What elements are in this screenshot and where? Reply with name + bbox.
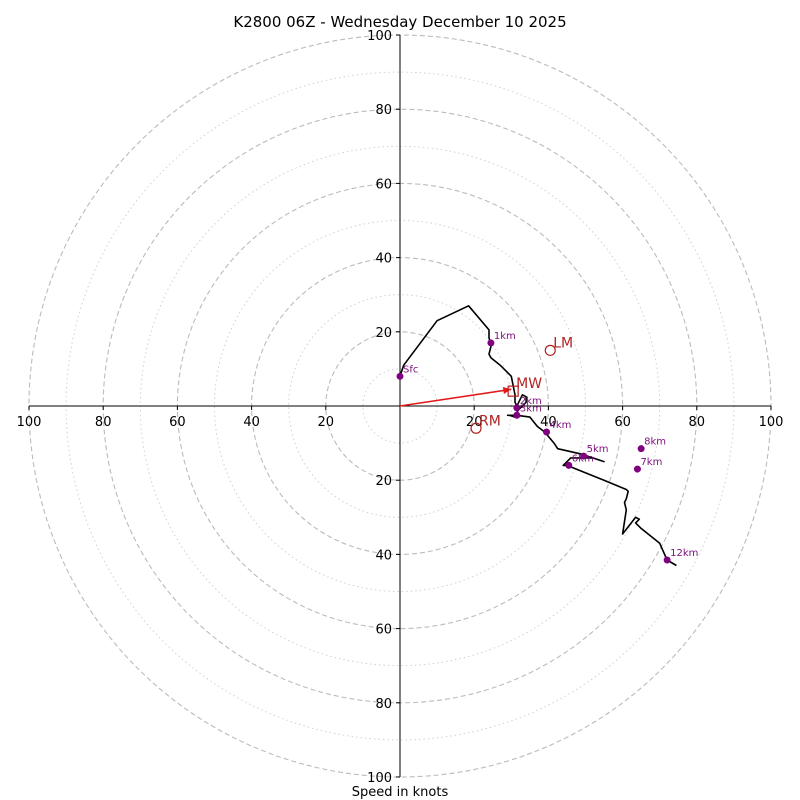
- x-tick-label: 40: [243, 415, 260, 430]
- x-tick-label: 100: [17, 415, 42, 430]
- hodograph-line: [399, 305, 677, 567]
- chart-title: K2800 06Z - Wednesday December 10 2025: [233, 13, 566, 31]
- motion-marker-square: [507, 385, 519, 397]
- y-tick-label: 80: [375, 103, 392, 118]
- y-tick-label: 100: [367, 29, 392, 44]
- x-tick-label: 80: [689, 415, 706, 430]
- height-label: 12km: [670, 548, 698, 559]
- y-tick-label: 60: [375, 623, 392, 638]
- motion-label: LM: [553, 335, 573, 351]
- y-tick-label: 40: [375, 548, 392, 563]
- height-marker: [513, 404, 521, 412]
- y-tick-label: 80: [375, 697, 392, 712]
- x-tick-label: 100: [759, 415, 784, 430]
- height-label: 3km: [520, 403, 542, 414]
- height-label: 7km: [640, 457, 662, 468]
- y-tick-label: 40: [375, 252, 392, 267]
- x-tick-label: 80: [95, 415, 112, 430]
- motion-marker-circle: [544, 344, 556, 356]
- height-label: 4km: [550, 420, 572, 431]
- x-tick-label: 60: [169, 415, 186, 430]
- hodograph-trace: [399, 305, 677, 567]
- mean-wind-vector: [399, 387, 512, 407]
- vector-shaft: [399, 388, 512, 407]
- y-tick-label: 20: [375, 326, 392, 341]
- x-tick-label: 60: [614, 415, 631, 430]
- y-tick-label: 20: [375, 474, 392, 489]
- height-label: 5km: [587, 444, 609, 455]
- height-label: 2km: [520, 396, 542, 407]
- height-marker: [513, 411, 521, 419]
- height-label: Sfc: [403, 364, 418, 375]
- x-tick-label: 20: [318, 415, 335, 430]
- height-marker: [637, 445, 645, 453]
- height-marker: [565, 461, 573, 469]
- x-tick-label: 20: [466, 415, 483, 430]
- height-label: 1km: [494, 331, 516, 342]
- motion-marker-circle: [470, 422, 482, 434]
- x-tick-label: 40: [540, 415, 557, 430]
- x-axis-label: Speed in knots: [352, 785, 449, 800]
- height-marker: [633, 465, 641, 473]
- storm-motion-markers: LM MW RM: [470, 335, 573, 434]
- y-tick-label: 60: [375, 177, 392, 192]
- height-label: 8km: [644, 437, 666, 448]
- height-marker: [580, 452, 588, 460]
- height-marker: [396, 372, 404, 380]
- height-marker: [487, 339, 495, 347]
- height-marker: [543, 428, 551, 436]
- height-label: 6km: [572, 453, 594, 464]
- tick-labels: 100 80 60 40 20 20 40 60 80 100 100 80 60 40 20 20 40 60 8…: [17, 29, 784, 786]
- height-marker: [663, 556, 671, 564]
- vector-arrowhead: [502, 387, 512, 394]
- motion-label: RM: [479, 413, 501, 429]
- motion-label: MW: [516, 376, 542, 392]
- y-tick-label: 100: [367, 771, 392, 786]
